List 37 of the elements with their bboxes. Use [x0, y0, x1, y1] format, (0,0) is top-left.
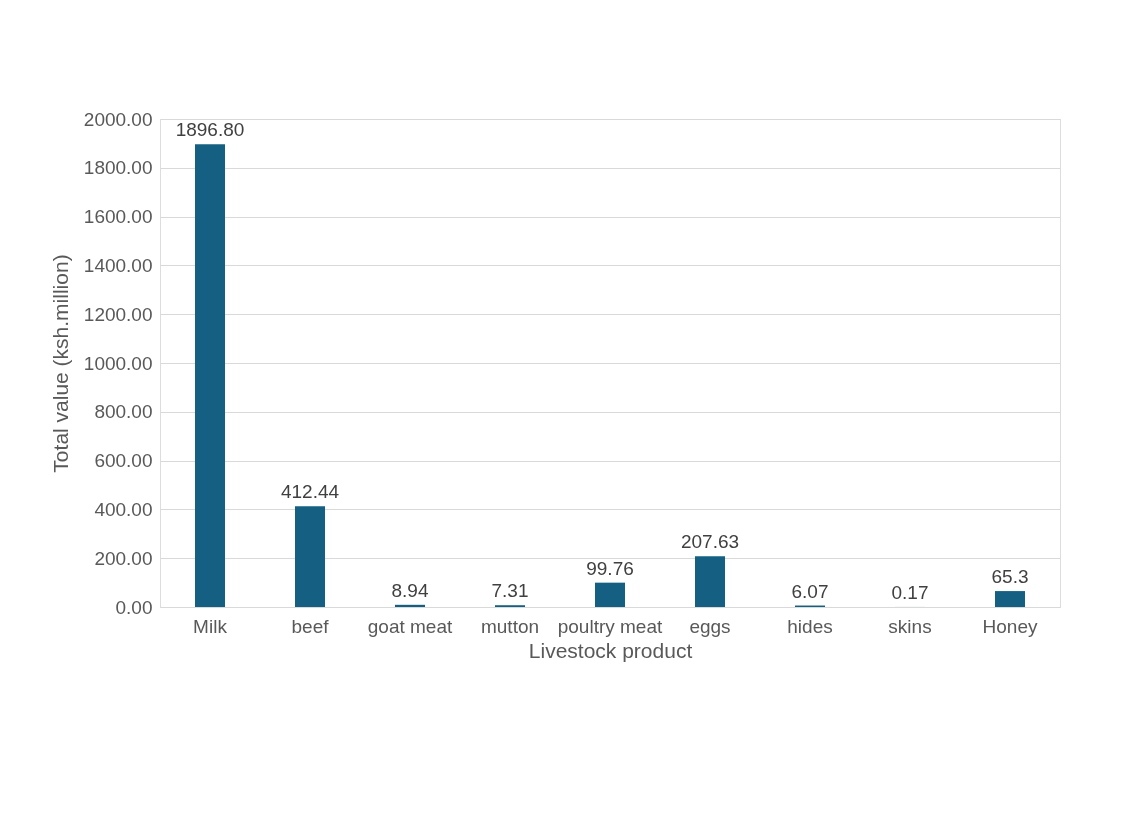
x-tick-label: mutton: [480, 615, 540, 637]
y-tick-label: 1400.00: [83, 254, 153, 276]
y-tick-label: 1800.00: [83, 157, 153, 179]
x-tick-label: Honey: [982, 615, 1038, 637]
bar: [995, 591, 1025, 607]
y-tick-label: 2000.00: [83, 108, 153, 130]
data-label: 99.76: [586, 557, 634, 579]
x-tick-label: beef: [291, 615, 330, 637]
data-label: 412.44: [280, 481, 340, 503]
y-tick-label: 0.00: [115, 596, 153, 618]
data-label: 207.63: [680, 531, 740, 553]
data-label: 1896.80: [175, 119, 245, 141]
y-tick-label: 1000.00: [83, 352, 153, 374]
x-tick-label: eggs: [689, 615, 731, 637]
bar: [695, 556, 725, 607]
y-tick-label: 200.00: [94, 547, 153, 569]
y-tick-label: 400.00: [94, 498, 153, 520]
bar: [195, 144, 225, 607]
x-axis-title: Livestock product: [528, 638, 693, 662]
y-tick-label: 600.00: [94, 450, 153, 472]
bar: [595, 582, 625, 607]
bar: [295, 506, 325, 607]
y-tick-label: 800.00: [94, 401, 153, 423]
y-tick-label: 1200.00: [83, 303, 153, 325]
data-label: 0.17: [891, 581, 929, 603]
data-label: 8.94: [391, 579, 429, 601]
x-tick-label: hides: [787, 615, 833, 637]
x-tick-label: poultry meat: [557, 615, 663, 637]
data-label: 6.07: [791, 580, 829, 602]
y-axis-title: Total value (ksh.million): [48, 254, 72, 473]
y-tick-label: 1600.00: [83, 206, 153, 228]
bar: [395, 604, 425, 607]
x-tick-label: goat meat: [367, 615, 453, 637]
data-label: 65.3: [991, 566, 1029, 588]
x-tick-label: skins: [888, 615, 932, 637]
x-tick-label: Milk: [193, 615, 228, 637]
data-label: 7.31: [491, 580, 529, 602]
